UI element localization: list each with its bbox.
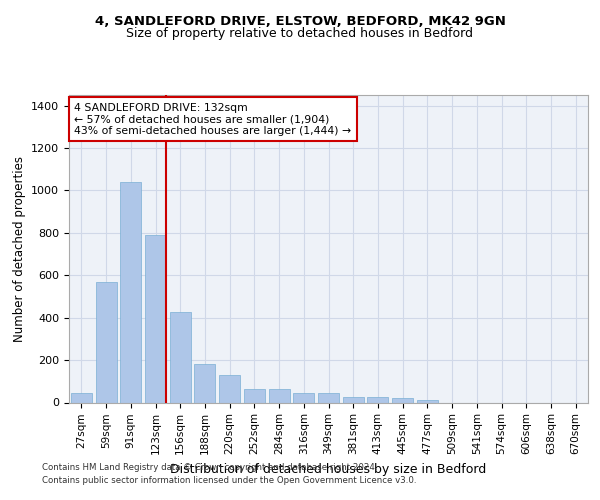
Bar (194, 364, 215, 403)
Bar (318, 393, 339, 402)
Bar (71, 393, 92, 402)
Bar (392, 398, 413, 402)
Bar (417, 400, 438, 402)
Bar (367, 396, 388, 402)
Bar (95, 282, 116, 403)
Text: Size of property relative to detached houses in Bedford: Size of property relative to detached ho… (127, 28, 473, 40)
Bar (293, 393, 314, 402)
Text: 4 SANDLEFORD DRIVE: 132sqm
← 57% of detached houses are smaller (1,904)
43% of s: 4 SANDLEFORD DRIVE: 132sqm ← 57% of deta… (74, 102, 352, 136)
Y-axis label: Number of detached properties: Number of detached properties (13, 156, 26, 342)
Bar (120, 182, 141, 402)
Text: Contains public sector information licensed under the Open Government Licence v3: Contains public sector information licen… (42, 476, 416, 485)
Text: 4, SANDLEFORD DRIVE, ELSTOW, BEDFORD, MK42 9GN: 4, SANDLEFORD DRIVE, ELSTOW, BEDFORD, MK… (95, 15, 505, 28)
Bar (269, 388, 290, 402)
Bar (170, 312, 191, 402)
Bar (145, 235, 166, 402)
X-axis label: Distribution of detached houses by size in Bedford: Distribution of detached houses by size … (170, 462, 487, 475)
Bar (343, 396, 364, 402)
Text: Contains HM Land Registry data © Crown copyright and database right 2024.: Contains HM Land Registry data © Crown c… (42, 464, 377, 472)
Bar (244, 388, 265, 402)
Bar (219, 376, 240, 402)
